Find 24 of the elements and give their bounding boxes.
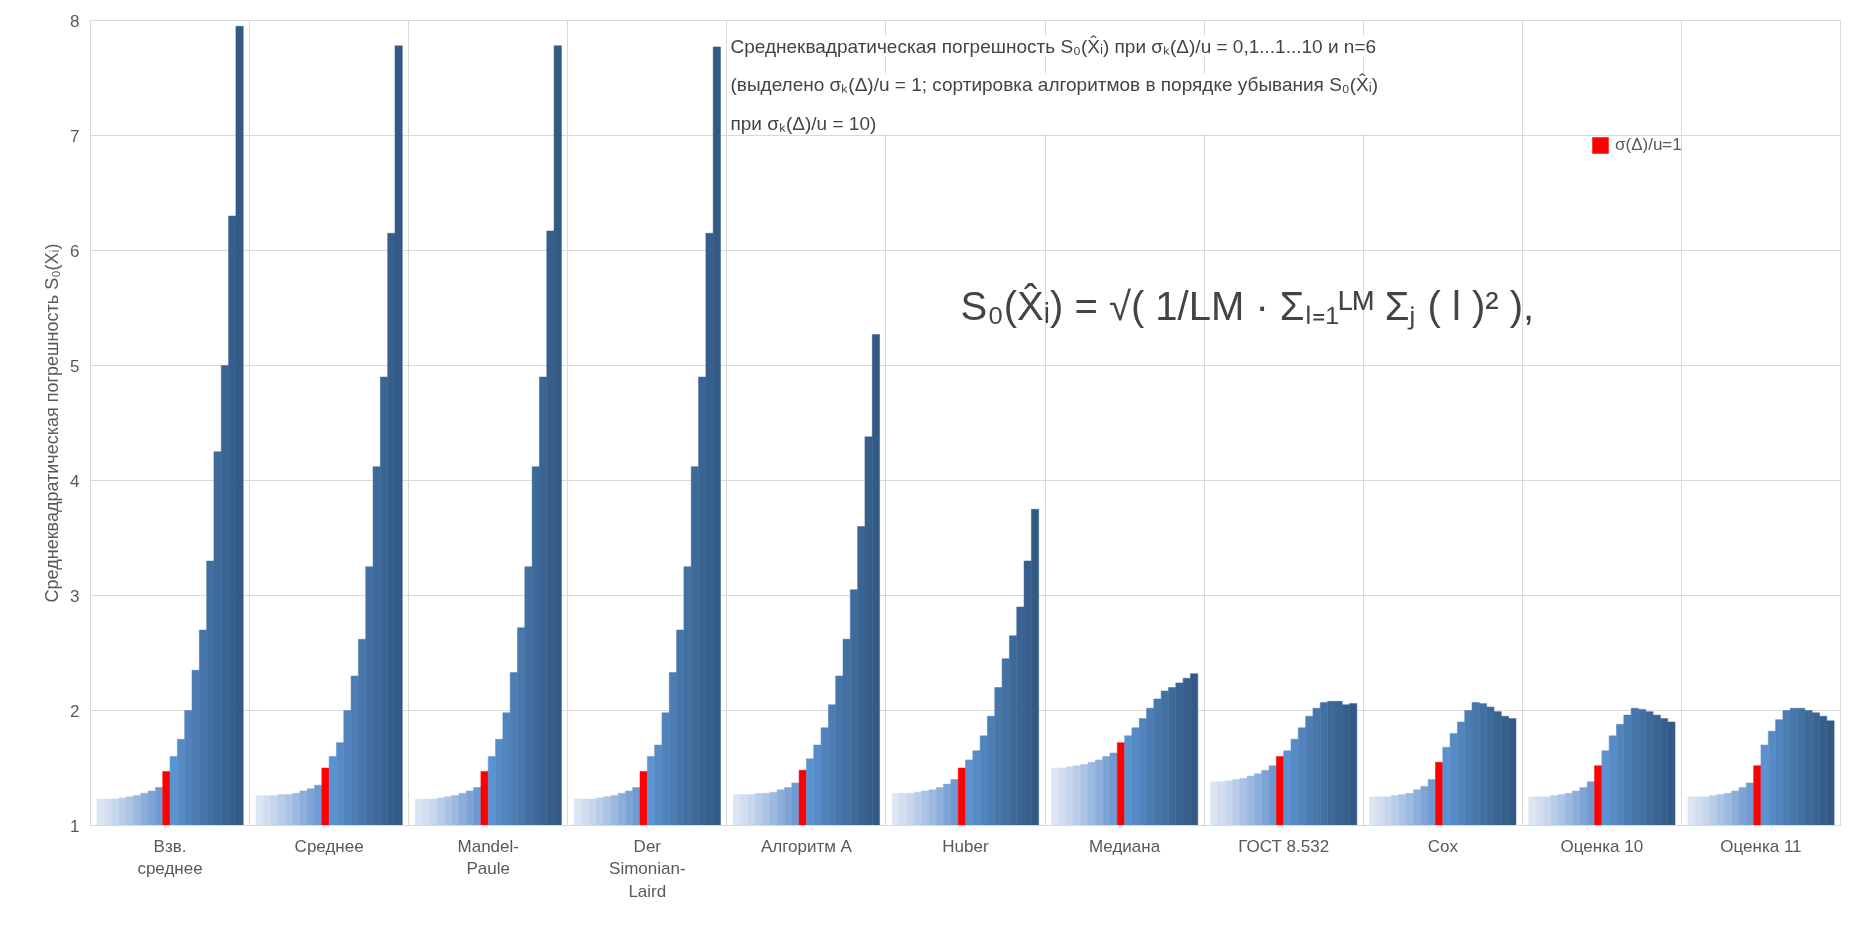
y-tick-label: 5: [70, 356, 80, 376]
x-tick-label: Cox: [1427, 836, 1459, 856]
x-tick-label: Mandel- Paule: [457, 836, 519, 879]
annotation: S₀(X̂ᵢ) = √( 1/LM · Σₗ₌₁ᴸᴹ Σⱼ ( l )² ),: [960, 282, 1535, 330]
x-tick-label: ГОСТ 8.532: [1238, 836, 1330, 856]
x-tick-label: Среднее: [294, 836, 364, 856]
text: Среднеквадратическая погрешность S₀(X̂ᵢ) при σₖ(Δ)/u = 0,1...1...10 и n=6: [730, 35, 1377, 57]
y-tick-label: 4: [70, 471, 80, 491]
y-tick-label: 2: [70, 701, 80, 721]
y-tick-label: 8: [70, 11, 80, 31]
x-tick-label: Алгоритм А: [760, 836, 853, 856]
y-tick-label: 3: [70, 586, 80, 606]
x-tick-label: Huber: [942, 836, 989, 856]
text: (выделено σₖ(Δ)/u = 1; сортировка алгоритмов в порядке убывания S₀(X̂ᵢ) при σₖ(Δ)/u = 10): [730, 73, 1379, 135]
x-tick-label: Der Simonian- Laird: [609, 836, 686, 902]
y-tick-label: 7: [70, 126, 80, 146]
x-tick-label: Медиана: [1089, 836, 1161, 856]
y-axis-title: Среднеквадратическая погрешность S₀(Xᵢ): [42, 243, 63, 603]
x-tick-label: Оценка 11: [1720, 836, 1802, 856]
legend-label: σ(Δ)/u=1: [1615, 135, 1682, 155]
x-tick-label: Взв. среднее: [137, 836, 203, 879]
y-tick-label: 1: [70, 816, 80, 836]
x-tick-label: Оценка 10: [1560, 836, 1644, 856]
y-tick-label: 6: [70, 241, 80, 261]
